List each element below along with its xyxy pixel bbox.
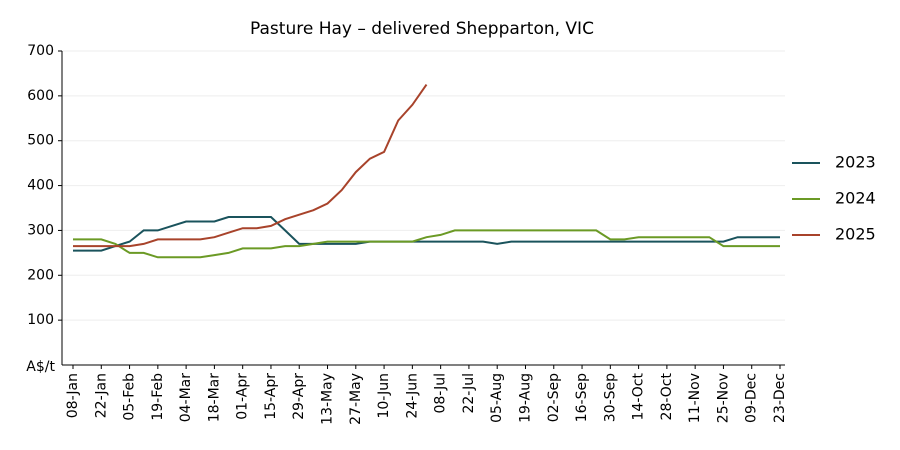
- legend-label: 2025: [835, 225, 876, 244]
- x-tick-label: 19-Feb: [150, 373, 166, 421]
- x-tick-label: 13-May: [320, 373, 336, 425]
- y-tick-label: 300: [27, 222, 54, 238]
- x-tick-label: 04-Mar: [178, 373, 194, 423]
- chart-title: Pasture Hay – delivered Shepparton, VIC: [250, 19, 594, 39]
- x-tick-label: 01-Apr: [235, 373, 251, 420]
- y-tick-label: 700: [27, 43, 54, 59]
- x-tick-label: 24-Jun: [404, 373, 420, 419]
- y-tick-label: 100: [27, 312, 54, 328]
- x-tick-label: 29-Apr: [291, 373, 307, 420]
- x-tick-label: 05-Aug: [489, 373, 505, 423]
- x-tick-label: 09-Dec: [744, 373, 760, 423]
- series-line: [73, 84, 428, 248]
- y-tick-label: 400: [27, 178, 54, 194]
- x-tick-label: 18-Mar: [206, 373, 222, 423]
- x-tick-label: 27-May: [348, 373, 364, 425]
- y-tick-label: 200: [27, 267, 54, 283]
- series-line: [73, 216, 780, 252]
- x-tick-label: 02-Sep: [546, 373, 562, 422]
- x-tick-label: 08-Jan: [65, 373, 81, 418]
- x-tick-label: 22-Jul: [461, 373, 477, 414]
- x-tick-label: 25-Nov: [715, 373, 731, 423]
- x-tick-label: 05-Feb: [122, 373, 138, 421]
- x-tick-label: 30-Sep: [602, 373, 618, 422]
- legend-label: 2023: [835, 153, 876, 172]
- x-tick-label: 14-Oct: [631, 372, 647, 420]
- series-line: [73, 229, 780, 259]
- legend-label: 2024: [835, 189, 876, 208]
- x-tick-label: 19-Aug: [517, 373, 533, 423]
- x-tick-label: 22-Jan: [93, 373, 109, 418]
- x-tick-label: 11-Nov: [687, 373, 703, 423]
- y-axis-label: A$/t: [26, 359, 55, 375]
- y-tick-label: 500: [27, 133, 54, 149]
- y-tick-label: 600: [27, 88, 54, 104]
- x-tick-label: 08-Jul: [433, 373, 449, 414]
- x-tick-label: 16-Sep: [574, 373, 590, 422]
- x-tick-label: 15-Apr: [263, 373, 279, 420]
- x-tick-label: 23-Dec: [772, 373, 788, 423]
- x-tick-label: 28-Oct: [659, 372, 675, 420]
- x-tick-label: 10-Jun: [376, 373, 392, 419]
